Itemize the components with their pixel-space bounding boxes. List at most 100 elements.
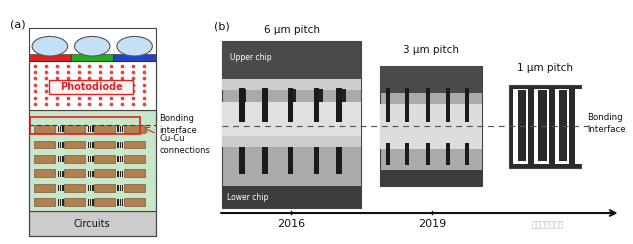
Bar bbox=[87, 142, 89, 148]
Text: Bonding
interface: Bonding interface bbox=[587, 113, 626, 134]
Text: 3 μm pitch: 3 μm pitch bbox=[403, 45, 459, 55]
Bar bbox=[30, 117, 140, 134]
Bar bbox=[49, 80, 134, 94]
Bar bbox=[222, 41, 361, 208]
Bar bbox=[90, 156, 91, 162]
Bar bbox=[62, 142, 64, 148]
Bar bbox=[60, 156, 61, 162]
Bar bbox=[122, 185, 123, 191]
Bar bbox=[58, 171, 59, 177]
Bar bbox=[94, 198, 115, 206]
Bar bbox=[262, 89, 266, 104]
Bar bbox=[124, 170, 144, 177]
Bar bbox=[90, 185, 91, 191]
Bar bbox=[64, 184, 85, 192]
Bar bbox=[222, 186, 361, 208]
Bar bbox=[92, 199, 94, 206]
Bar bbox=[90, 199, 91, 206]
Bar bbox=[118, 142, 119, 148]
Bar bbox=[64, 170, 85, 177]
Bar bbox=[222, 136, 361, 147]
Bar bbox=[58, 199, 59, 206]
Bar bbox=[64, 125, 85, 133]
Bar bbox=[120, 126, 121, 132]
Bar bbox=[124, 125, 144, 133]
Bar bbox=[64, 155, 85, 163]
Text: 2019: 2019 bbox=[418, 219, 446, 229]
Bar bbox=[90, 171, 91, 177]
Bar bbox=[62, 171, 64, 177]
Bar bbox=[337, 136, 342, 174]
Bar bbox=[239, 136, 245, 174]
Bar bbox=[337, 88, 342, 122]
Bar bbox=[538, 90, 547, 161]
Bar bbox=[60, 142, 61, 148]
Bar bbox=[113, 54, 156, 61]
Bar bbox=[60, 199, 61, 206]
Bar bbox=[34, 170, 55, 177]
Bar bbox=[386, 143, 391, 165]
Circle shape bbox=[32, 36, 68, 56]
Bar bbox=[87, 126, 89, 132]
Bar bbox=[386, 88, 391, 122]
Bar bbox=[94, 184, 115, 192]
Bar bbox=[94, 141, 115, 148]
Bar bbox=[62, 156, 64, 162]
Bar bbox=[87, 156, 89, 162]
Bar bbox=[380, 104, 482, 150]
Bar bbox=[465, 88, 469, 122]
Bar bbox=[262, 136, 268, 174]
Bar bbox=[122, 142, 123, 148]
Bar bbox=[58, 126, 59, 132]
Bar bbox=[518, 90, 526, 161]
Bar bbox=[222, 102, 361, 138]
Bar bbox=[124, 141, 144, 148]
Bar bbox=[58, 156, 59, 162]
Bar bbox=[62, 199, 64, 206]
Bar bbox=[34, 141, 55, 148]
Bar bbox=[425, 143, 430, 165]
Bar bbox=[28, 61, 156, 110]
Bar bbox=[120, 156, 121, 162]
Bar bbox=[92, 156, 94, 162]
Bar bbox=[92, 185, 94, 191]
Bar bbox=[28, 28, 156, 236]
Bar bbox=[94, 125, 115, 133]
Text: 6 μm pitch: 6 μm pitch bbox=[264, 25, 320, 35]
Bar bbox=[241, 89, 246, 104]
Bar bbox=[58, 185, 59, 191]
Text: Upper chip: Upper chip bbox=[230, 53, 272, 62]
Bar bbox=[287, 136, 293, 174]
Bar bbox=[28, 211, 156, 236]
Bar bbox=[60, 185, 61, 191]
Bar bbox=[122, 156, 123, 162]
Bar bbox=[34, 125, 55, 133]
Bar bbox=[239, 88, 245, 122]
Bar bbox=[118, 185, 119, 191]
Bar bbox=[122, 171, 123, 177]
Bar bbox=[87, 171, 89, 177]
Bar bbox=[380, 66, 482, 93]
Bar bbox=[380, 170, 482, 186]
Bar bbox=[534, 89, 549, 163]
Bar bbox=[118, 156, 119, 162]
Bar bbox=[34, 198, 55, 206]
Bar bbox=[92, 142, 94, 148]
Text: (b): (b) bbox=[214, 21, 230, 31]
Bar bbox=[120, 185, 121, 191]
Text: (a): (a) bbox=[10, 20, 26, 30]
Bar bbox=[71, 54, 113, 61]
Text: Cu-Cu
connections: Cu-Cu connections bbox=[160, 134, 210, 155]
Bar bbox=[313, 88, 320, 122]
Bar bbox=[87, 185, 89, 191]
Bar bbox=[118, 171, 119, 177]
Bar bbox=[94, 155, 115, 163]
Bar bbox=[341, 89, 346, 104]
Bar bbox=[313, 136, 320, 174]
Bar bbox=[120, 171, 121, 177]
Bar bbox=[64, 198, 85, 206]
Bar bbox=[405, 88, 409, 122]
Bar bbox=[446, 143, 451, 165]
Bar bbox=[60, 171, 61, 177]
Bar bbox=[222, 41, 361, 79]
